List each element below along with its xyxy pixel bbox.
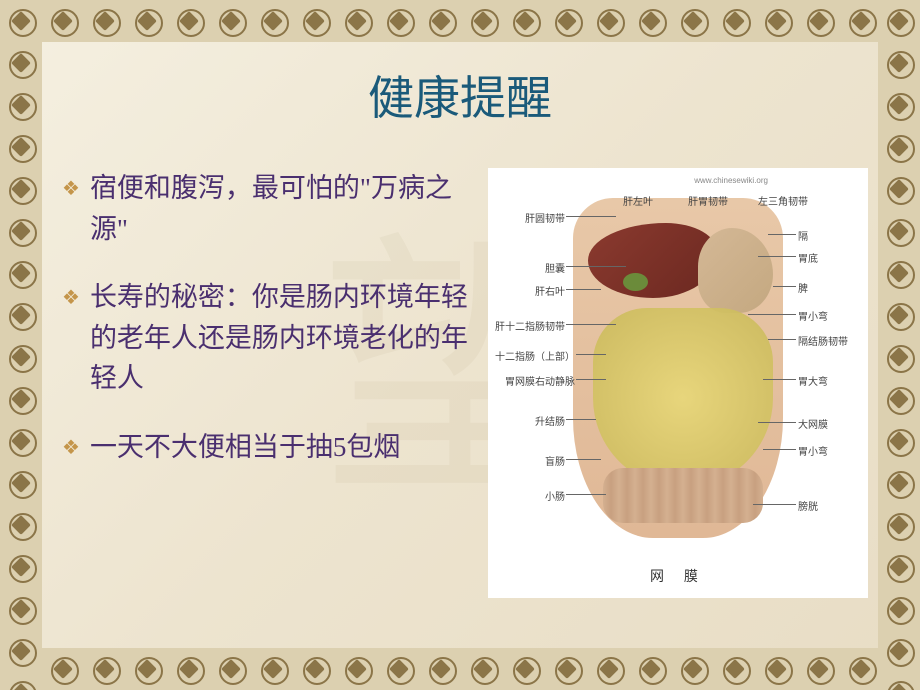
label-line: [748, 314, 796, 315]
label-line: [576, 354, 606, 355]
anatomy-label: 肝左叶: [623, 193, 653, 208]
border-top: [0, 0, 920, 42]
border-bottom: [0, 648, 920, 690]
anatomy-label: 隔: [798, 228, 808, 243]
anatomy-label: 胆囊: [490, 260, 565, 275]
border-right: [878, 0, 920, 690]
content-area: 健康提醒 ❖ 宿便和腹泻，最可怕的"万病之源" ❖ 长寿的秘密：你是肠内环境年轻…: [42, 42, 878, 648]
label-line: [773, 286, 796, 287]
label-line: [768, 339, 796, 340]
anatomy-label: 胃底: [798, 250, 818, 265]
anatomy-label: 盲肠: [490, 453, 565, 468]
anatomy-label: 胃小弯: [798, 308, 828, 323]
label-line: [576, 379, 606, 380]
anatomy-label: 肝十二指肠韧带: [490, 318, 565, 333]
label-line: [566, 266, 626, 267]
bullet-item: ❖ 宿便和腹泻，最可怕的"万病之源": [62, 168, 468, 249]
anatomy-label: 大网膜: [798, 416, 828, 431]
anatomy-label: 十二指肠（上部）: [490, 348, 575, 363]
anatomy-label: 膀胱: [798, 498, 818, 513]
label-line: [566, 494, 606, 495]
diagram-caption: 网 膜: [488, 566, 868, 586]
anatomy-label: 胃大弯: [798, 373, 828, 388]
bullet-text: 一天不大便相当于抽5包烟: [90, 427, 468, 468]
anatomy-label: 升结肠: [490, 413, 565, 428]
bullet-text: 宿便和腹泻，最可怕的"万病之源": [90, 168, 468, 249]
label-line: [566, 324, 616, 325]
label-line: [566, 216, 616, 217]
bullet-list: ❖ 宿便和腹泻，最可怕的"万病之源" ❖ 长寿的秘密：你是肠内环境年轻的老年人还…: [52, 168, 468, 598]
label-line: [566, 419, 596, 420]
anatomy-label: 肝圆韧带: [490, 210, 565, 225]
label-line: [768, 234, 796, 235]
label-line: [758, 422, 796, 423]
label-line: [758, 256, 796, 257]
label-line: [566, 459, 601, 460]
anatomy-label: 左三角韧带: [758, 193, 808, 208]
bullet-item: ❖ 一天不大便相当于抽5包烟: [62, 427, 468, 468]
anatomy-label: 小肠: [490, 488, 565, 503]
label-line: [763, 449, 796, 450]
slide-body: ❖ 宿便和腹泻，最可怕的"万病之源" ❖ 长寿的秘密：你是肠内环境年轻的老年人还…: [52, 168, 868, 598]
bullet-item: ❖ 长寿的秘密：你是肠内环境年轻的老年人还是肠内环境老化的年轻人: [62, 277, 468, 399]
anatomy-label: 肝右叶: [490, 283, 565, 298]
bullet-text: 长寿的秘密：你是肠内环境年轻的老年人还是肠内环境老化的年轻人: [90, 277, 468, 399]
bullet-icon: ❖: [62, 433, 80, 463]
diagram-watermark: www.chinesewiki.org: [694, 176, 768, 185]
gallbladder-shape: [623, 273, 648, 291]
anatomy-label: 肝胃韧带: [688, 193, 728, 208]
anatomy-diagram: www.chinesewiki.org 肝圆韧带 胆囊 肝右叶 肝十二指肠韧带 …: [488, 168, 868, 598]
border-left: [0, 0, 42, 690]
intestine-shape: [603, 468, 763, 523]
label-line: [566, 289, 601, 290]
label-line: [753, 504, 796, 505]
anatomy-label: 脾: [798, 280, 808, 295]
bullet-icon: ❖: [62, 174, 80, 204]
anatomy-label: 胃小弯: [798, 443, 828, 458]
label-line: [763, 379, 796, 380]
slide-title: 健康提醒: [52, 62, 868, 128]
slide: 望 健康提醒 ❖ 宿便和腹泻，最可怕的"万病之源" ❖ 长寿的秘密：你是肠内环境…: [0, 0, 920, 690]
anatomy-label: 胃网膜右动静脉: [490, 373, 575, 388]
bullet-icon: ❖: [62, 283, 80, 313]
anatomy-label: 隔结肠韧带: [798, 333, 848, 348]
omentum-shape: [593, 308, 773, 488]
